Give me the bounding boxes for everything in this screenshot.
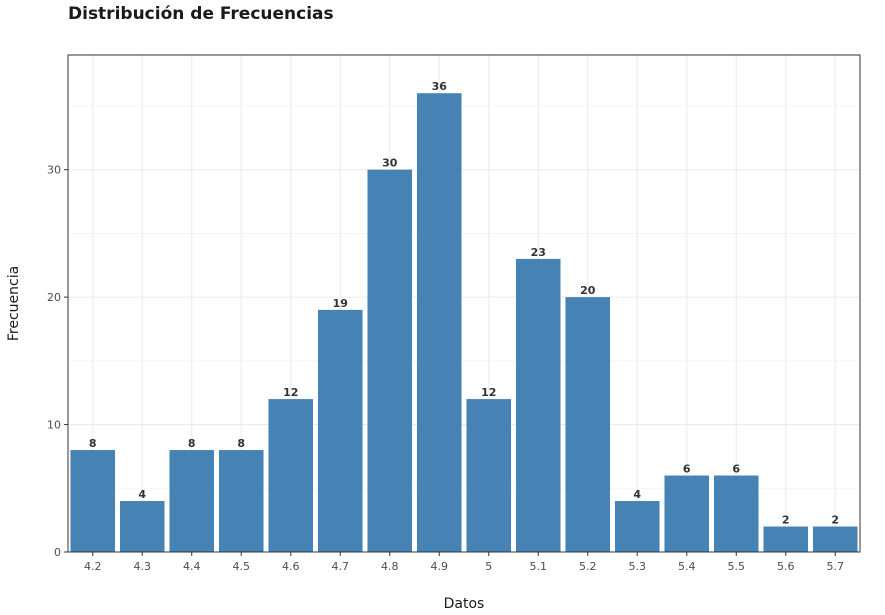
data-label-5: 12: [481, 386, 496, 399]
data-label-4.9: 36: [432, 80, 448, 93]
data-labels: 8 4 8 8 12 19 30 36 12 23 20 4 6 6 2 2: [89, 80, 839, 526]
data-label-4.5: 8: [237, 437, 245, 450]
data-label-5.7: 2: [831, 514, 839, 527]
bar-5.5: [713, 475, 759, 552]
bar-4.7: [317, 309, 363, 552]
bar-4.6: [268, 399, 314, 552]
bar-5.4: [664, 475, 710, 552]
bars: [70, 93, 858, 552]
x-tick-label: 5.3: [629, 560, 647, 573]
x-tick-label: 5.1: [530, 560, 548, 573]
data-label-5.2: 20: [580, 284, 596, 297]
data-label-5.3: 4: [633, 488, 641, 501]
chart-title: Distribución de Frecuencias: [68, 4, 334, 24]
data-label-5.1: 23: [531, 246, 546, 259]
bar-5.2: [565, 297, 611, 552]
data-label-4.2: 8: [89, 437, 97, 450]
y-tick-label: 10: [47, 419, 61, 432]
data-label-4.6: 12: [283, 386, 298, 399]
x-tick-label: 5: [485, 560, 492, 573]
x-tick-label: 4.4: [183, 560, 201, 573]
y-tick-label: 30: [47, 164, 61, 177]
bar-4.8: [367, 169, 413, 552]
bar-4.4: [169, 450, 215, 552]
x-tick-label: 5.2: [579, 560, 597, 573]
x-tick-label: 4.5: [233, 560, 251, 573]
plot-border: [67, 54, 861, 553]
bar-4.2: [70, 450, 116, 552]
data-label-5.6: 2: [782, 514, 790, 527]
x-axis-title: Datos: [444, 596, 485, 612]
axes: 0 10 20 30 4.2 4.3 4.4 4.5 4.6 4.7 4.8 4.9 5 5.1 5.2 5.…: [47, 164, 844, 573]
bar-5.7: [812, 526, 858, 552]
x-tick-label: 5.7: [827, 560, 845, 573]
y-axis-title: Frecuencia: [6, 266, 22, 341]
x-tick-label: 4.2: [84, 560, 102, 573]
x-tick-label: 4.3: [134, 560, 152, 573]
bar-4.3: [119, 501, 165, 552]
data-label-4.8: 30: [382, 157, 398, 170]
x-tick-label: 5.4: [678, 560, 696, 573]
x-tick-label: 4.7: [332, 560, 350, 573]
data-label-4.4: 8: [188, 437, 196, 450]
data-label-4.3: 4: [138, 488, 146, 501]
data-label-5.5: 6: [732, 463, 740, 476]
x-tick-label: 5.6: [777, 560, 795, 573]
x-tick-label: 4.6: [282, 560, 300, 573]
bar-5: [466, 399, 512, 552]
data-label-5.4: 6: [683, 463, 691, 476]
bar-4.5: [218, 450, 264, 552]
bar-4.9: [416, 93, 462, 552]
data-label-4.7: 19: [333, 297, 348, 310]
x-tick-label: 4.8: [381, 560, 399, 573]
x-tick-label: 4.9: [431, 560, 449, 573]
y-tick-label: 20: [47, 291, 61, 304]
bar-5.1: [515, 258, 561, 552]
x-tick-label: 5.5: [728, 560, 746, 573]
bar-5.3: [614, 501, 660, 552]
y-tick-label: 0: [54, 546, 61, 559]
bar-5.6: [763, 526, 809, 552]
